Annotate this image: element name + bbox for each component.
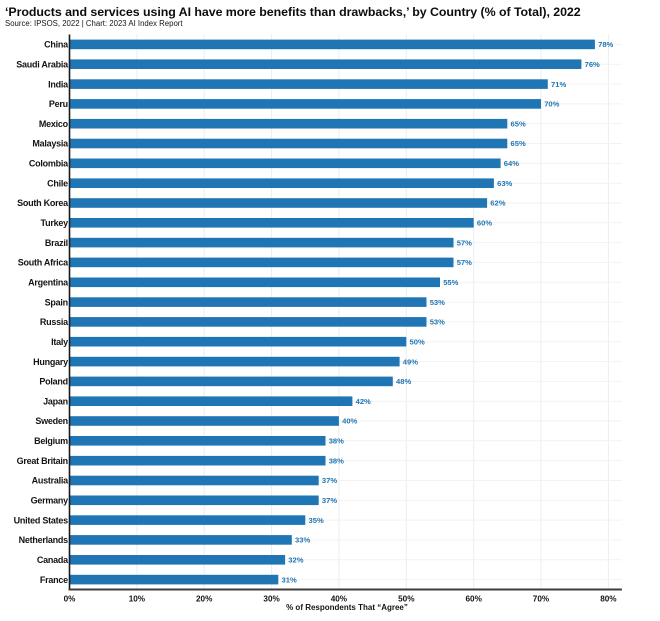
svg-text:32%: 32% xyxy=(288,556,303,565)
svg-text:Malaysia: Malaysia xyxy=(32,139,69,149)
svg-text:Spain: Spain xyxy=(45,297,68,307)
svg-text:57%: 57% xyxy=(457,258,472,267)
svg-text:Mexico: Mexico xyxy=(39,119,69,129)
svg-text:Peru: Peru xyxy=(49,99,68,109)
svg-text:50%: 50% xyxy=(398,594,415,603)
svg-text:10%: 10% xyxy=(129,594,146,603)
svg-text:55%: 55% xyxy=(443,278,458,287)
svg-text:Poland: Poland xyxy=(39,377,68,387)
svg-text:Saudi Arabia: Saudi Arabia xyxy=(16,59,69,69)
svg-text:China: China xyxy=(44,40,69,50)
svg-text:40%: 40% xyxy=(331,594,348,603)
svg-text:South Africa: South Africa xyxy=(18,258,69,268)
svg-text:40%: 40% xyxy=(342,417,357,426)
svg-text:38%: 38% xyxy=(329,456,344,465)
svg-text:Brazil: Brazil xyxy=(45,238,68,248)
svg-text:71%: 71% xyxy=(551,80,566,89)
svg-text:0%: 0% xyxy=(64,594,77,603)
svg-text:65%: 65% xyxy=(511,119,526,128)
svg-text:60%: 60% xyxy=(466,594,483,603)
svg-text:Australia: Australia xyxy=(32,476,70,486)
svg-text:33%: 33% xyxy=(295,536,310,545)
svg-text:76%: 76% xyxy=(585,60,600,69)
svg-text:48%: 48% xyxy=(396,377,411,386)
svg-text:Belgium: Belgium xyxy=(34,436,68,446)
svg-text:37%: 37% xyxy=(322,476,337,485)
svg-text:63%: 63% xyxy=(497,179,512,188)
svg-text:70%: 70% xyxy=(544,100,559,109)
svg-text:65%: 65% xyxy=(511,139,526,148)
svg-text:Sweden: Sweden xyxy=(35,416,68,426)
svg-text:60%: 60% xyxy=(477,219,492,228)
svg-text:South Korea: South Korea xyxy=(17,198,69,208)
svg-text:42%: 42% xyxy=(356,397,371,406)
svg-text:50%: 50% xyxy=(410,337,425,346)
svg-text:64%: 64% xyxy=(504,159,519,168)
svg-text:United States: United States xyxy=(14,515,69,525)
svg-text:35%: 35% xyxy=(309,516,324,525)
svg-text:% of Respondents That “Agree”: % of Respondents That “Agree” xyxy=(286,603,408,612)
svg-text:France: France xyxy=(40,575,68,585)
svg-text:20%: 20% xyxy=(196,594,213,603)
svg-text:India: India xyxy=(48,79,69,89)
svg-text:Chile: Chile xyxy=(47,178,68,188)
svg-text:62%: 62% xyxy=(490,199,505,208)
svg-text:30%: 30% xyxy=(263,594,280,603)
svg-text:38%: 38% xyxy=(329,437,344,446)
svg-text:Canada: Canada xyxy=(37,555,69,565)
svg-text:78%: 78% xyxy=(598,40,613,49)
svg-text:Argentina: Argentina xyxy=(28,278,69,288)
svg-text:31%: 31% xyxy=(282,575,297,584)
svg-text:53%: 53% xyxy=(430,298,445,307)
svg-text:57%: 57% xyxy=(457,238,472,247)
svg-text:49%: 49% xyxy=(403,357,418,366)
svg-text:Colombia: Colombia xyxy=(29,159,69,169)
svg-text:Japan: Japan xyxy=(43,396,68,406)
svg-text:Russia: Russia xyxy=(40,317,69,327)
svg-text:70%: 70% xyxy=(533,594,550,603)
svg-text:Netherlands: Netherlands xyxy=(19,535,69,545)
svg-text:Turkey: Turkey xyxy=(41,218,69,228)
svg-text:37%: 37% xyxy=(322,496,337,505)
svg-text:53%: 53% xyxy=(430,318,445,327)
svg-text:Hungary: Hungary xyxy=(33,357,68,367)
svg-text:80%: 80% xyxy=(600,594,617,603)
svg-text:Germany: Germany xyxy=(31,496,69,506)
svg-text:Great Britain: Great Britain xyxy=(17,456,68,466)
svg-text:Italy: Italy xyxy=(51,337,68,347)
